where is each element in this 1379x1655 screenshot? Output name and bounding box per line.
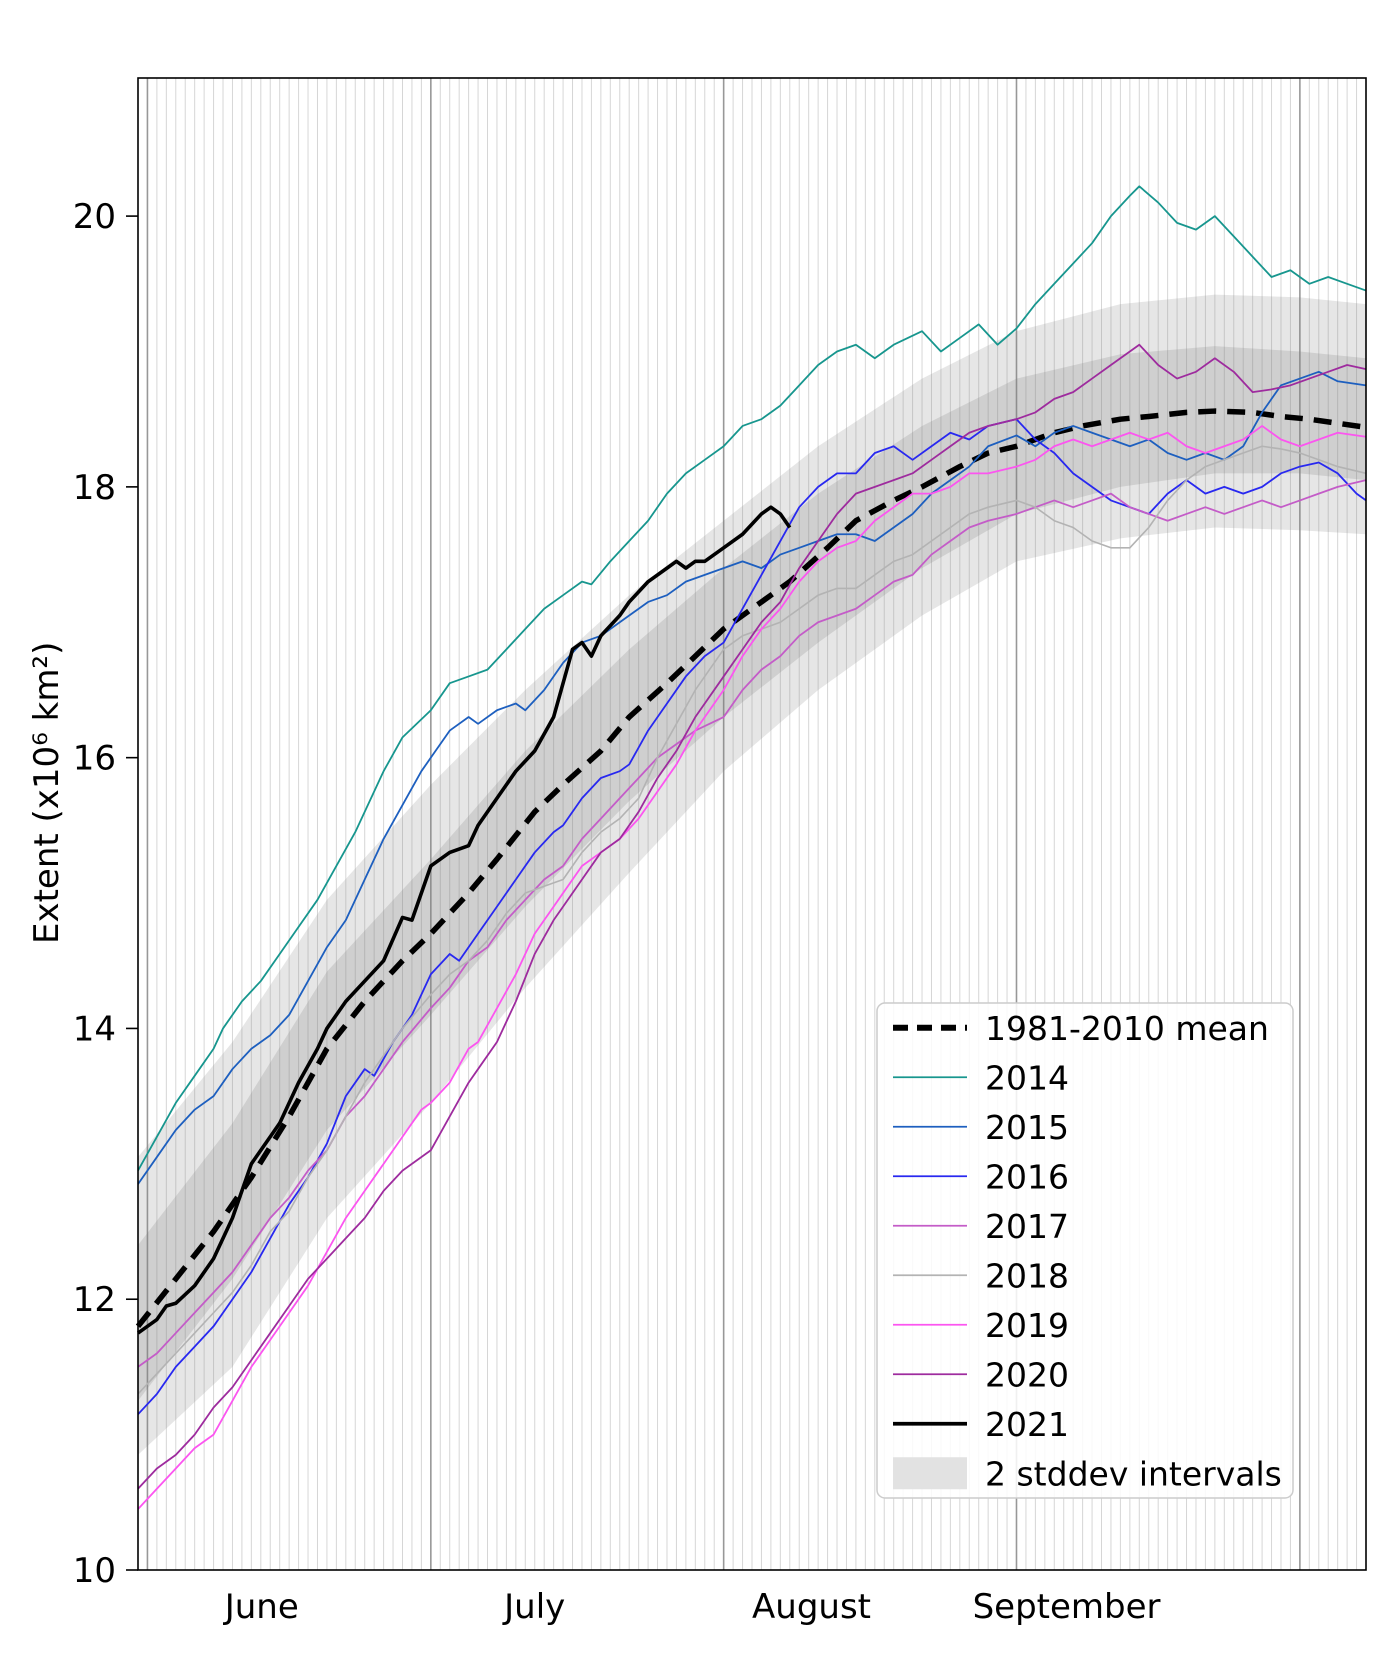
legend-label-2015: 2015: [985, 1108, 1069, 1147]
legend-label-2021: 2021: [985, 1405, 1069, 1444]
series-line-2020: [137, 343, 1367, 1490]
y-axis-title: Extent (x10⁶ km²): [27, 642, 67, 944]
legend-label-2019: 2019: [985, 1306, 1069, 1345]
legend-label-2014: 2014: [985, 1058, 1069, 1097]
legend-label-2020: 2020: [985, 1355, 1069, 1394]
x-month-label: August: [752, 1587, 871, 1627]
legend-label-2017: 2017: [985, 1207, 1069, 1246]
x-month-label: June: [223, 1587, 299, 1627]
y-tick-label: 14: [73, 1009, 116, 1049]
y-tick-label: 18: [73, 468, 116, 508]
series-line-1981-2010-mean: [135, 408, 1367, 1329]
series-line-2016: [137, 418, 1367, 1415]
legend-label-2018: 2018: [985, 1256, 1069, 1295]
legend-box: [876, 1002, 1294, 1499]
series-line-2021: [136, 505, 792, 1335]
y-tick-label: 16: [73, 739, 116, 779]
y-tick-label: 10: [73, 1551, 116, 1591]
plot-frame: [137, 77, 1367, 1571]
2-stddev-inner-band: [138, 346, 1366, 1401]
x-month-label: September: [973, 1587, 1161, 1627]
y-tick-label: 12: [73, 1280, 116, 1320]
series-line-2018: [137, 445, 1367, 1395]
series-line-2014: [137, 185, 1367, 1172]
series-line-2019: [137, 425, 1367, 1510]
y-tick-label: 20: [73, 197, 116, 237]
legend-label-2-stddev-intervals: 2 stddev intervals: [985, 1454, 1282, 1493]
legend-label-2016: 2016: [985, 1157, 1069, 1196]
legend-label-1981-2010-mean: 1981-2010 mean: [985, 1009, 1269, 1048]
legend-swatch-patch: [893, 1457, 967, 1490]
x-month-label: July: [502, 1587, 565, 1627]
